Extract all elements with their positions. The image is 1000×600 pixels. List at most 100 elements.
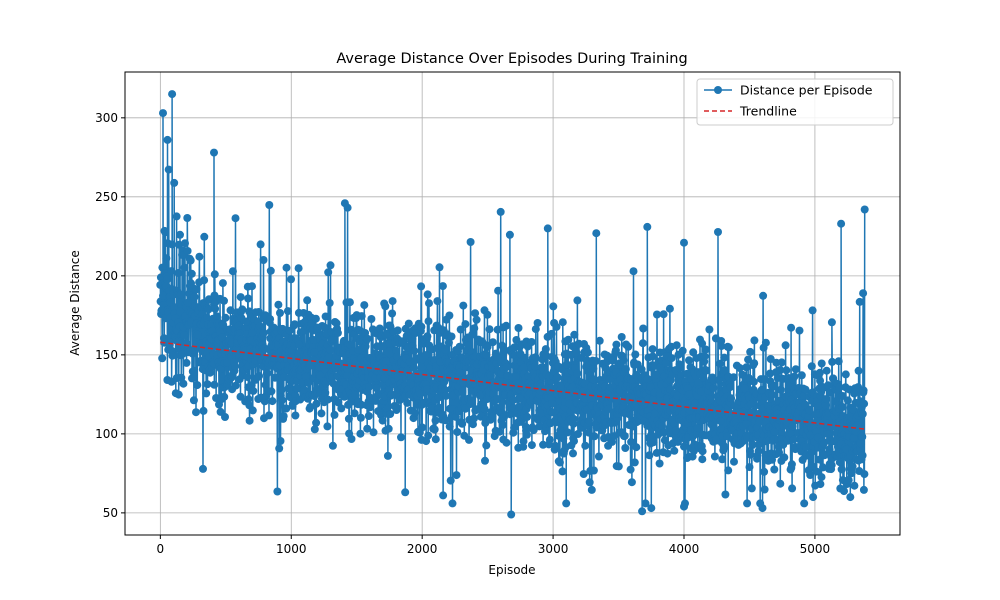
data-point [277, 386, 286, 394]
data-point [816, 376, 825, 385]
data-point [356, 413, 365, 422]
data-point [837, 465, 846, 474]
data-point [608, 356, 617, 365]
data-point [726, 383, 735, 392]
data-point [403, 398, 412, 407]
plot-data [156, 90, 869, 519]
data-point [698, 447, 707, 456]
data-point [238, 305, 247, 314]
data-point [401, 488, 410, 497]
data-point [837, 219, 846, 228]
data-point [806, 471, 815, 479]
data-point [828, 357, 837, 366]
data-point [243, 373, 252, 381]
data-point [282, 404, 291, 413]
data-point [210, 270, 219, 279]
data-point [465, 435, 473, 444]
data-point [174, 390, 183, 399]
data-point [641, 499, 650, 508]
data-point [735, 364, 744, 372]
y-tick-label: 200 [95, 269, 118, 283]
data-point [192, 408, 200, 417]
data-point [328, 441, 337, 450]
data-point [455, 342, 464, 351]
data-point [714, 376, 723, 385]
data-point [562, 499, 571, 508]
data-point [559, 434, 568, 443]
data-point [621, 444, 630, 452]
data-point [569, 415, 578, 423]
data-point [203, 380, 212, 389]
legend-box [696, 78, 894, 126]
data-point [769, 382, 778, 391]
data-point [158, 354, 167, 363]
data-point [267, 387, 276, 396]
data-point [859, 485, 868, 494]
data-point [448, 499, 457, 508]
data-point [780, 453, 789, 462]
data-point [507, 510, 516, 519]
data-point [393, 326, 402, 335]
data-point [221, 413, 229, 421]
data-point [859, 386, 868, 395]
data-point [680, 238, 688, 247]
data-point [827, 318, 836, 327]
data-point [162, 254, 171, 263]
x-axis-label: Episode [488, 563, 535, 577]
data-point [439, 491, 448, 500]
data-point [441, 416, 450, 425]
data-point [817, 359, 826, 368]
data-point [768, 455, 776, 464]
data-point [325, 353, 334, 362]
data-point [306, 403, 315, 411]
data-point [300, 386, 309, 394]
data-point [488, 412, 497, 421]
data-point [758, 504, 767, 513]
data-point [483, 342, 492, 351]
data-point [709, 384, 718, 392]
data-point [210, 380, 219, 389]
data-point [325, 299, 334, 307]
data-point [768, 390, 777, 399]
data-point [445, 311, 454, 320]
data-point [844, 476, 853, 485]
data-point [795, 326, 804, 335]
y-axis-label: Average Distance [68, 250, 82, 356]
y-tick-label: 50 [103, 506, 118, 520]
data-point [817, 473, 826, 482]
data-point [481, 456, 489, 465]
data-point [643, 374, 652, 383]
data-point [573, 296, 582, 305]
data-point [337, 404, 346, 413]
data-point [841, 370, 850, 379]
data-point [511, 373, 520, 382]
data-point [480, 405, 489, 414]
data-point [378, 380, 387, 389]
data-point [500, 412, 509, 421]
data-point [200, 276, 209, 285]
data-point [242, 317, 250, 326]
data-point [344, 414, 353, 423]
data-point [807, 362, 816, 371]
data-point [645, 451, 654, 460]
data-point [816, 480, 825, 489]
data-point [685, 356, 693, 365]
data-point [788, 422, 797, 431]
data-point [658, 422, 666, 430]
data-point [699, 373, 708, 382]
data-point [749, 377, 758, 386]
data-point [211, 304, 220, 313]
data-point [552, 322, 561, 331]
x-tick-label: 3000 [538, 542, 569, 556]
data-point [672, 341, 681, 350]
data-point [583, 348, 592, 357]
data-point [324, 268, 333, 277]
data-point [838, 392, 847, 400]
data-point [788, 484, 797, 493]
data-point [430, 425, 439, 434]
data-point [675, 364, 684, 373]
data-point [392, 346, 400, 355]
data-point [372, 383, 381, 392]
data-point [248, 328, 257, 337]
data-point [360, 301, 369, 310]
